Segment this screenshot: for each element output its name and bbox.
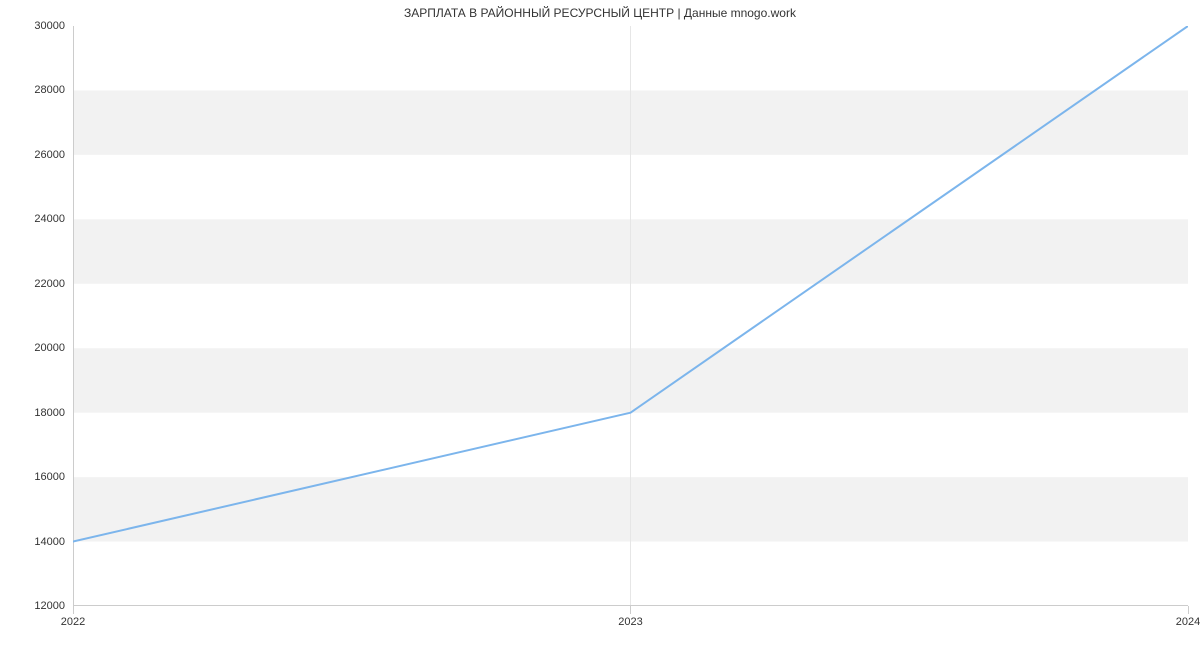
y-tick-label: 30000	[34, 20, 73, 32]
salary-line-chart: ЗАРПЛАТА В РАЙОННЫЙ РЕСУРСНЫЙ ЦЕНТР | Да…	[0, 0, 1200, 650]
y-tick-label: 20000	[34, 342, 73, 354]
y-tick-label: 24000	[34, 213, 73, 225]
y-tick-label: 18000	[34, 407, 73, 419]
y-tick-label: 16000	[34, 471, 73, 483]
y-tick-label: 28000	[34, 84, 73, 96]
chart-svg	[73, 26, 1188, 606]
x-tick-label: 2022	[61, 606, 85, 628]
x-tick-label: 2024	[1176, 606, 1200, 628]
plot-area: 1200014000160001800020000220002400026000…	[73, 26, 1188, 606]
y-tick-label: 22000	[34, 278, 73, 290]
chart-title: ЗАРПЛАТА В РАЙОННЫЙ РЕСУРСНЫЙ ЦЕНТР | Да…	[0, 6, 1200, 20]
y-tick-label: 26000	[34, 149, 73, 161]
y-tick-label: 14000	[34, 536, 73, 548]
x-tick-label: 2023	[618, 606, 642, 628]
